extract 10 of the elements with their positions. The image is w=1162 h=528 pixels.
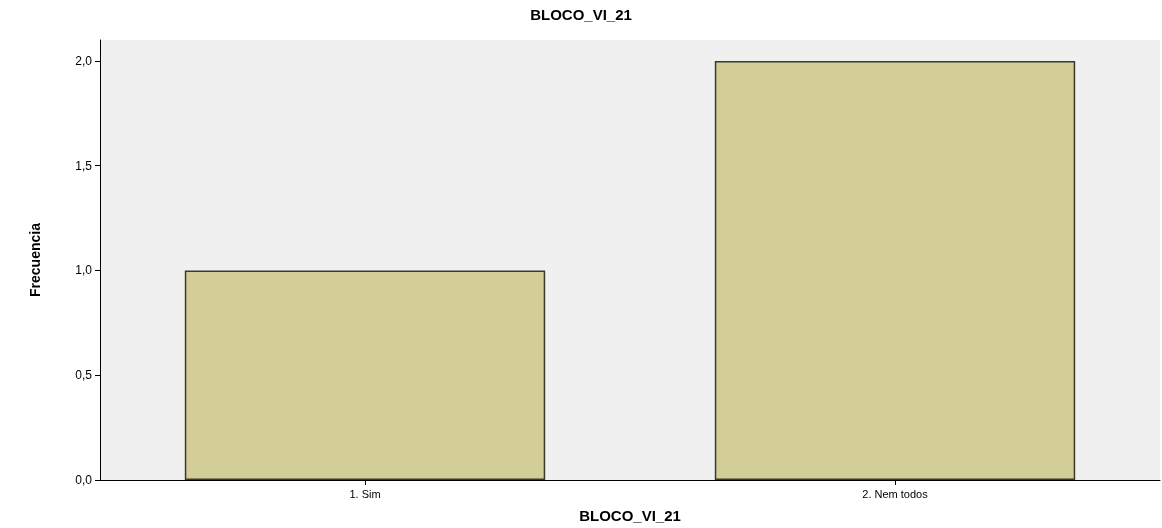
y-axis-title: Frecuencia xyxy=(27,222,43,297)
chart-title: BLOCO_VI_21 xyxy=(530,6,632,23)
x-tick-label: 1. Sim xyxy=(349,487,381,500)
x-axis-title: BLOCO_VI_21 xyxy=(579,507,681,524)
y-tick-label: 2,0 xyxy=(75,53,93,68)
y-tick-label: 1,0 xyxy=(75,263,93,278)
y-tick-label: 0,5 xyxy=(75,368,93,383)
y-tick-label: 1,5 xyxy=(75,158,93,173)
y-tick-label: 0,0 xyxy=(75,473,93,487)
x-tick-label: 2. Nem todos xyxy=(862,487,929,500)
